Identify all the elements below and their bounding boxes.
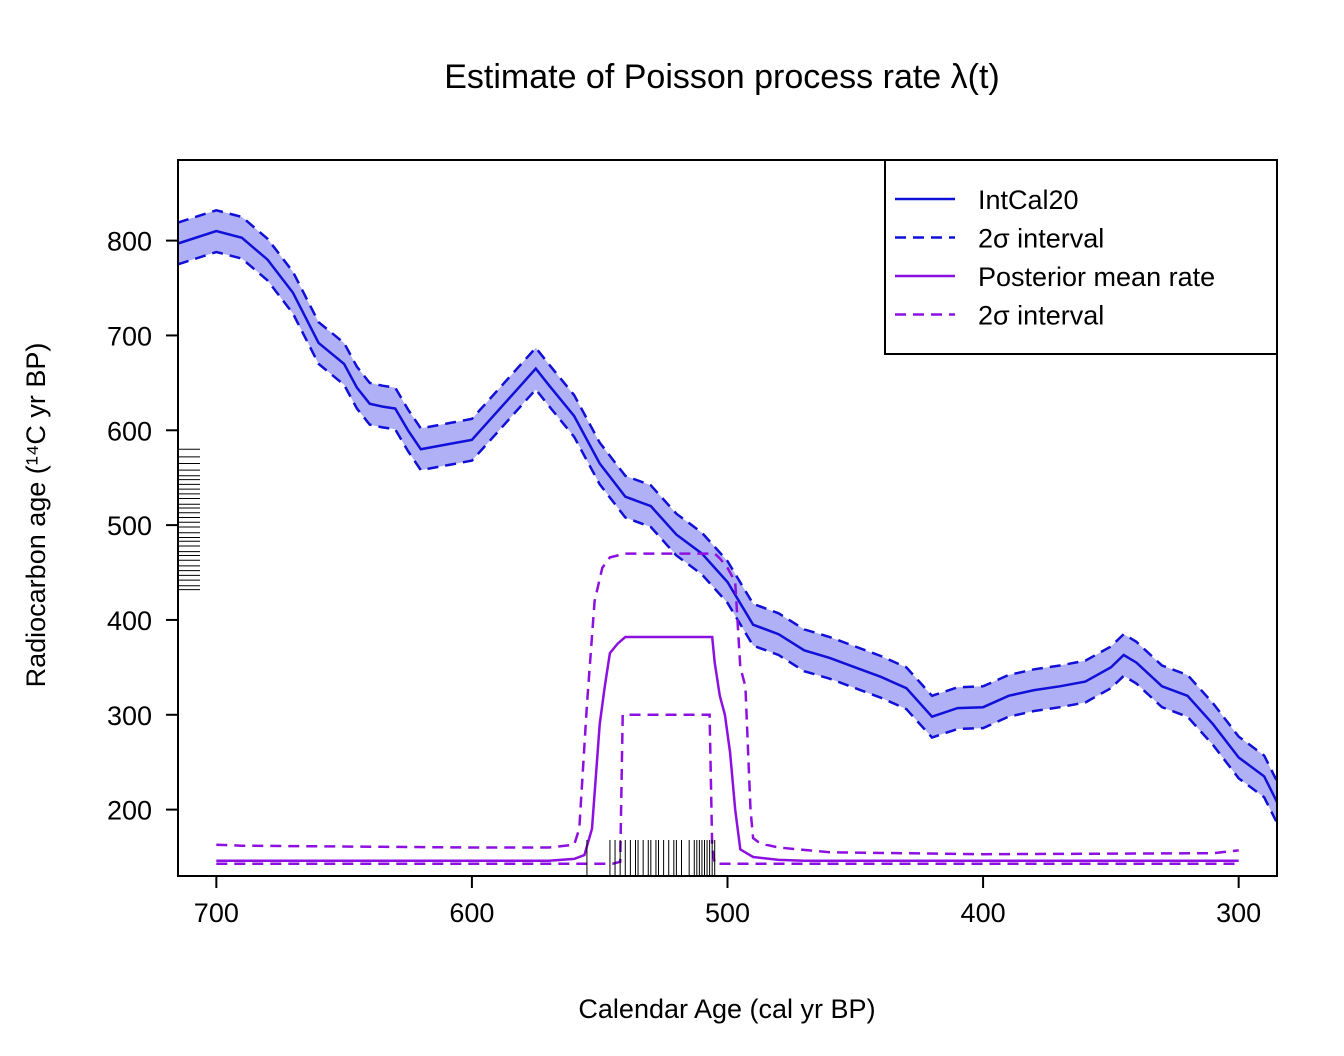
y-tick-label: 800 <box>107 227 152 257</box>
y-tick-label: 300 <box>107 701 152 731</box>
x-tick-label: 300 <box>1216 898 1261 928</box>
y-tick-label: 700 <box>107 321 152 351</box>
y-axis-label: Radiocarbon age (¹⁴C yr BP) <box>21 343 51 688</box>
legend-label: IntCal20 <box>978 185 1079 215</box>
y-tick-label: 400 <box>107 606 152 636</box>
legend: IntCal20 2σ interval Posterior mean rate 2σ… <box>884 159 1278 355</box>
y-tick-label: 200 <box>107 796 152 826</box>
rate-lower-line <box>216 713 1239 865</box>
x-tick-label: 400 <box>961 898 1006 928</box>
y-tick-label: 600 <box>107 416 152 446</box>
data-layer <box>178 208 1277 865</box>
intcal-band <box>178 210 1277 823</box>
legend-label: Posterior mean rate <box>978 262 1215 292</box>
x-axis: 700 600 500 400 300 <box>194 876 1261 928</box>
chart-title: Estimate of Poisson process rate λ(t) <box>444 58 1000 96</box>
x-tick-label: 600 <box>449 898 494 928</box>
legend-label: 2σ interval <box>978 224 1104 254</box>
rug-marks <box>178 448 716 876</box>
rate-upper-line <box>216 552 1239 856</box>
y-axis: 200 300 400 500 600 700 800 <box>107 227 178 826</box>
x-tick-label: 700 <box>194 898 239 928</box>
legend-box <box>884 159 1278 355</box>
rate-mean-line <box>216 635 1239 863</box>
x-axis-label: Calendar Age (cal yr BP) <box>578 994 875 1024</box>
x-tick-label: 500 <box>705 898 750 928</box>
intcal-upper-line <box>178 208 1277 782</box>
y-tick-label: 500 <box>107 511 152 541</box>
intcal-lower-line <box>178 250 1277 824</box>
legend-label: 2σ interval <box>978 301 1104 331</box>
